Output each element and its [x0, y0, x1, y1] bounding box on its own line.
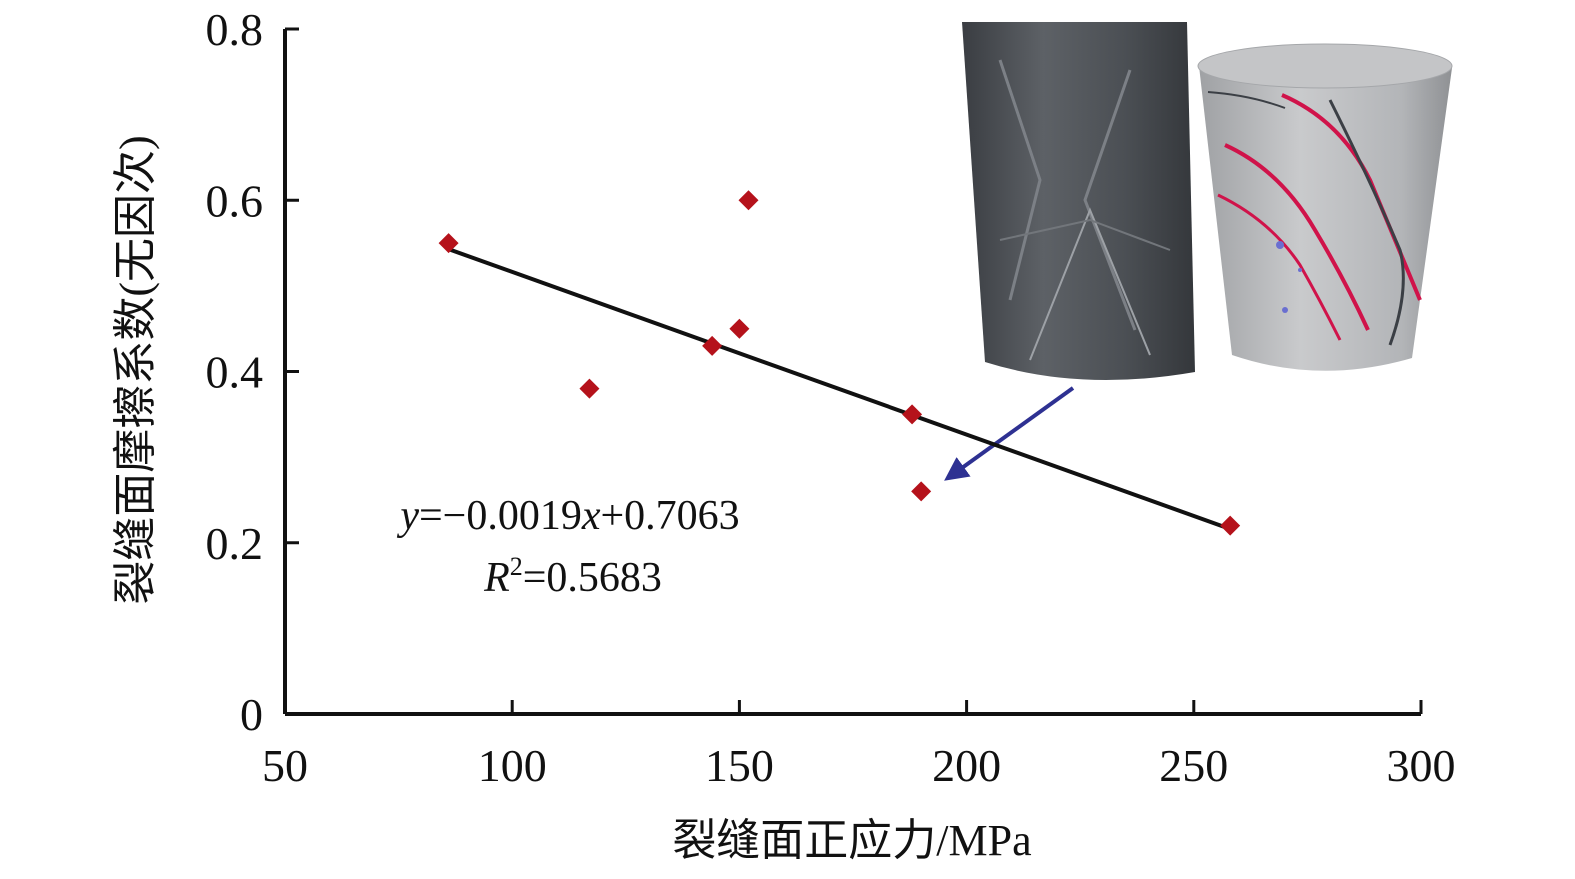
x-tick-label: 200: [932, 740, 1001, 791]
data-point: [702, 335, 723, 356]
x-axis: 50 100 150 200 250 300: [262, 700, 1456, 791]
data-point: [902, 404, 923, 425]
y-tick-label: 0.4: [206, 347, 264, 398]
y-axis: 0 0.2 0.4 0.6 0.8: [206, 4, 299, 740]
r-superscript: 2: [510, 552, 523, 581]
eq-y-var: y: [396, 493, 419, 539]
x-axis-label: 裂缝面正应力/MPa: [672, 816, 1031, 865]
y-tick-label: 0.6: [206, 175, 264, 226]
y-tick-label: 0: [240, 689, 263, 740]
eq-x-var: x: [581, 493, 601, 539]
data-point: [1220, 515, 1241, 536]
data-point: [579, 378, 600, 399]
x-tick-label: 300: [1387, 740, 1456, 791]
x-tick-label: 100: [478, 740, 547, 791]
y-axis-label: 裂缝面摩擦系数(无因次): [111, 135, 160, 604]
eq-intercept: +0.7063: [601, 493, 740, 539]
r-var: R: [483, 555, 510, 601]
trendline: [447, 247, 1231, 531]
data-point: [738, 190, 759, 211]
annotation-arrow: [944, 386, 1075, 481]
x-tick-label: 50: [262, 740, 308, 791]
r-squared: R2=0.5683: [483, 552, 662, 601]
r-value: =0.5683: [523, 555, 662, 601]
y-tick-label: 0.8: [206, 4, 264, 55]
regression-equation: y=−0.0019x+0.7063: [396, 493, 739, 539]
data-point: [729, 318, 750, 339]
y-tick-label: 0.2: [206, 518, 264, 569]
data-point: [438, 233, 459, 254]
fracture-model-image: [1197, 43, 1453, 371]
x-tick-label: 150: [705, 740, 774, 791]
x-tick-label: 250: [1159, 740, 1228, 791]
data-point: [911, 481, 932, 502]
ct-core-image: [962, 22, 1195, 380]
data-points: [438, 190, 1241, 536]
eq-slope: =−0.0019: [419, 493, 582, 539]
